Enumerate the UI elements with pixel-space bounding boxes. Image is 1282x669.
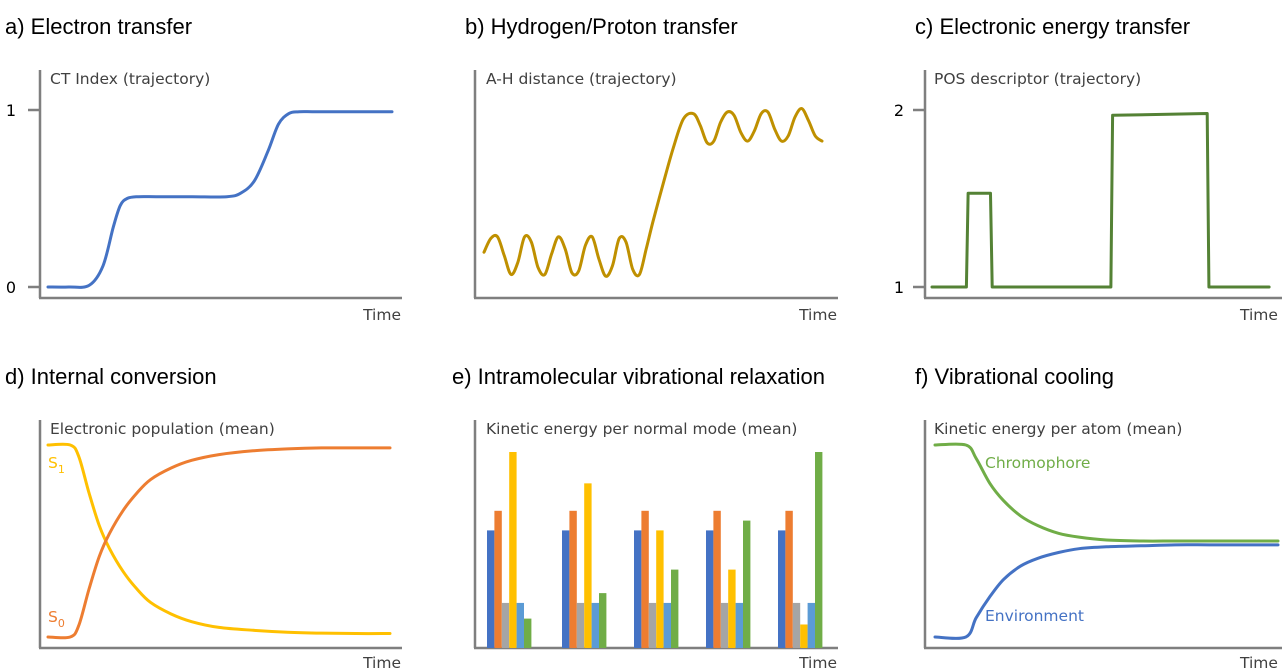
bar-mode-4-group-1: [591, 602, 599, 648]
bar-mode-3-group-4: [800, 624, 808, 648]
bar-mode-2-group-3: [720, 602, 729, 648]
bar-mode-4-group-0: [516, 602, 524, 648]
bar-mode-2-group-0: [501, 602, 510, 648]
bar-mode-0-group-4: [778, 530, 786, 648]
panel-electron-transfer: a) Electron transfer 1 0 CT Index (traje…: [5, 14, 402, 324]
bar-mode-0-group-2: [634, 530, 642, 648]
bar-mode-5-group-0: [524, 618, 532, 648]
bar-mode-0-group-0: [487, 530, 495, 648]
series-line-environment: [933, 543, 1280, 640]
x-axis-label: Time: [798, 654, 837, 669]
bar-mode-3-group-2: [656, 530, 664, 648]
bar-mode-3-group-1: [584, 483, 592, 648]
bar-mode-5-group-3: [743, 520, 751, 648]
panel-title: c) Electronic energy transfer: [915, 14, 1190, 39]
x-axis-label: Time: [798, 306, 837, 324]
x-axis-label: Time: [362, 654, 401, 669]
bar-mode-5-group-1: [599, 593, 607, 648]
bar-mode-0-group-3: [706, 530, 714, 648]
panel-title: a) Electron transfer: [5, 14, 192, 39]
x-axis-label: Time: [362, 306, 401, 324]
series-label-chromophore: Chromophore: [985, 454, 1090, 472]
panel-electronic-energy-transfer: c) Electronic energy transfer 2 1 POS de…: [894, 14, 1282, 324]
series-line-chromophore: [933, 442, 1280, 543]
series-label-environment: Environment: [985, 607, 1084, 625]
panel-title: b) Hydrogen/Proton transfer: [465, 14, 738, 39]
bar-mode-1-group-0: [494, 510, 502, 648]
y-axis-label: Kinetic energy per normal mode (mean): [486, 420, 797, 438]
panel-title: f) Vibrational cooling: [915, 364, 1114, 389]
x-axis-label: Time: [1239, 654, 1278, 669]
bar-mode-4-group-4: [807, 602, 815, 648]
bar-mode-1-group-1: [569, 510, 577, 648]
panel-title: e) Intramolecular vibrational relaxation: [452, 364, 825, 389]
bar-mode-2-group-2: [648, 602, 657, 648]
bar-mode-2-group-4: [792, 602, 801, 648]
panel-title: d) Internal conversion: [5, 364, 217, 389]
bar-mode-3-group-0: [509, 452, 517, 648]
state-label-s0: S0: [48, 608, 65, 630]
series-line-s0: [46, 446, 392, 640]
y-tick-label: 2: [894, 101, 904, 120]
y-tick-label: 1: [894, 278, 904, 297]
state-label-s1: S1: [48, 454, 65, 476]
bar-mode-3-group-3: [728, 569, 736, 648]
bar-mode-1-group-2: [641, 510, 649, 648]
x-axis-label: Time: [1239, 306, 1278, 324]
bar-mode-4-group-3: [735, 602, 743, 648]
bar-mode-4-group-2: [663, 602, 671, 648]
bar-mode-2-group-1: [576, 602, 585, 648]
y-axis-label: A-H distance (trajectory): [486, 70, 677, 88]
series-line-0: [46, 110, 394, 289]
bar-mode-1-group-4: [785, 510, 793, 648]
y-tick-label: 1: [6, 101, 16, 120]
bar-mode-5-group-2: [671, 569, 679, 648]
y-tick-label: 0: [6, 278, 16, 297]
bar-mode-5-group-4: [815, 452, 823, 648]
bar-mode-0-group-1: [562, 530, 570, 648]
series-line-0: [482, 107, 824, 278]
panel-intramolecular-vibrational-relaxation: e) Intramolecular vibrational relaxation…: [452, 364, 838, 669]
bar-mode-1-group-3: [713, 510, 721, 648]
panel-vibrational-cooling: f) Vibrational cooling Kinetic energy pe…: [915, 364, 1282, 669]
y-axis-label: Electronic population (mean): [50, 420, 275, 438]
series-line-s1: [46, 442, 392, 636]
series-line-0: [930, 112, 1271, 289]
y-axis-label: CT Index (trajectory): [50, 70, 210, 88]
panel-internal-conversion: d) Internal conversion Electronic popula…: [5, 364, 402, 669]
panel-hydrogen-proton-transfer: b) Hydrogen/Proton transfer A-H distance…: [465, 14, 838, 324]
y-axis-label: Kinetic energy per atom (mean): [934, 420, 1182, 438]
y-axis-label: POS descriptor (trajectory): [934, 70, 1141, 88]
